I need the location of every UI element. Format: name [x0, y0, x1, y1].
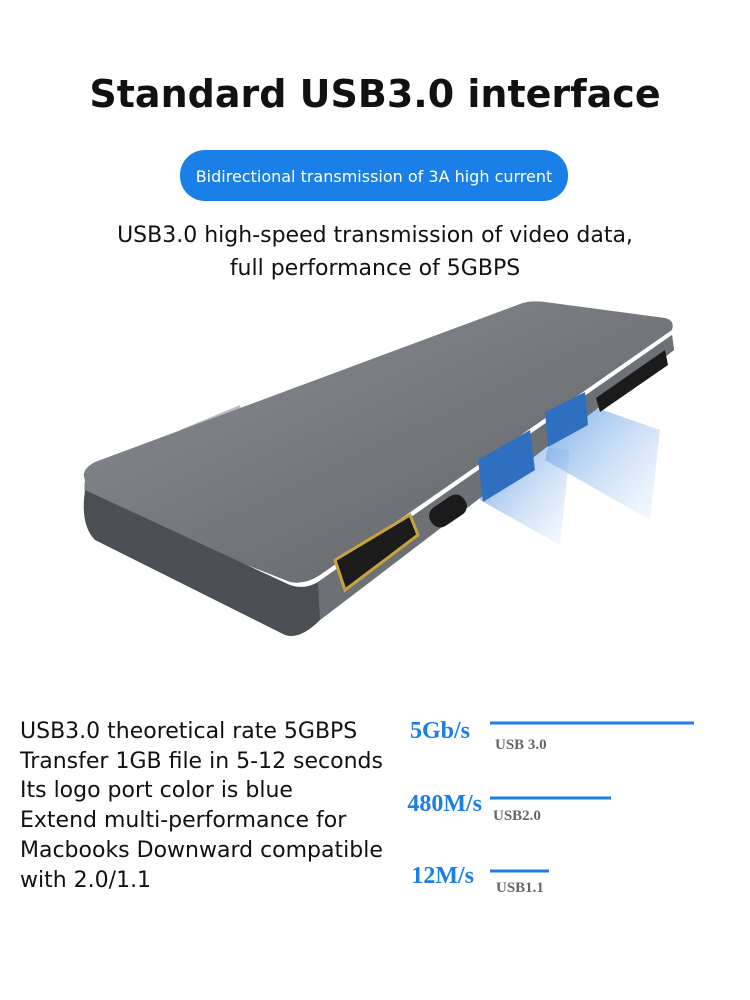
spec-line: USB3.0 theoretical rate 5GBPS: [20, 719, 357, 744]
title: Standard USB3.0 interface: [89, 72, 660, 116]
subtitle: USB3.0 high-speed transmission of video …: [117, 223, 633, 248]
speed-label: USB 3.0: [495, 737, 547, 753]
speed-rate: 5Gb/s: [410, 718, 470, 744]
spec-line: Extend multi-performance for: [20, 808, 347, 833]
spec-line: Macbooks Downward compatible: [20, 838, 383, 863]
spec-line: with 2.0/1.1: [20, 868, 151, 893]
subtitle: full performance of 5GBPS: [230, 256, 520, 281]
spec-line: Its logo port color is blue: [20, 778, 293, 803]
spec-line: Transfer 1GB file in 5-12 seconds: [19, 749, 383, 774]
badge: Bidirectional transmission of 3A high cu…: [196, 167, 553, 186]
speed-label: USB1.1: [496, 880, 544, 896]
spec-lines: USB3.0 theoretical rate 5GBPS Transfer 1…: [19, 719, 383, 893]
speed-rate: 12M/s: [411, 863, 474, 889]
speed-comparison: 5Gb/s USB 3.0 480M/s USB2.0 12M/s USB1.1: [407, 718, 694, 896]
speed-rate: 480M/s: [407, 791, 482, 817]
hub-illustration: [83, 301, 674, 636]
badge-bg: [180, 150, 568, 201]
speed-label: USB2.0: [493, 808, 541, 824]
